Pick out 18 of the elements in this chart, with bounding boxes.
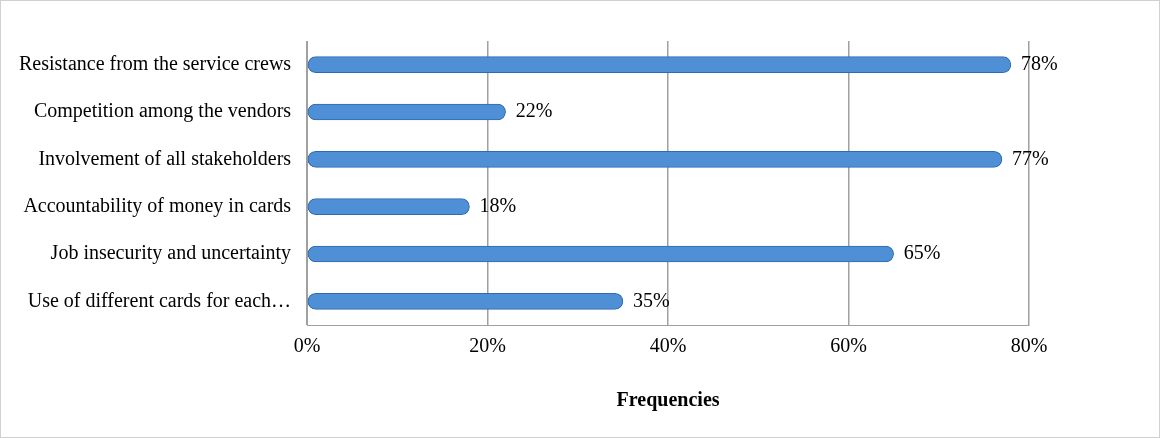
y-tick-label: Accountability of money in cards [23, 193, 292, 217]
x-axis-title: Frequencies [616, 388, 720, 412]
data-label: 35% [632, 288, 670, 311]
data-label: 18% [479, 193, 517, 216]
y-tick-label: Job insecurity and uncertainty [50, 241, 292, 265]
x-tick-label: 20% [469, 334, 506, 357]
data-label: 22% [515, 99, 553, 122]
x-tick-label: 80% [1010, 334, 1048, 357]
x-tick-label: 0% [293, 334, 321, 357]
data-label: 65% [903, 241, 941, 264]
y-tick-label: Competition among the vendors [33, 99, 292, 123]
y-tick-label: Resistance from the service crews [19, 51, 292, 74]
x-tick-label: 40% [649, 334, 687, 357]
x-tick-label: 60% [830, 334, 867, 357]
y-tick-label: Use of different cards for each… [27, 288, 292, 311]
data-label: 77% [1011, 146, 1049, 169]
y-tick-label: Involvement of all stakeholders [38, 146, 292, 169]
data-label: 78% [1020, 51, 1058, 74]
